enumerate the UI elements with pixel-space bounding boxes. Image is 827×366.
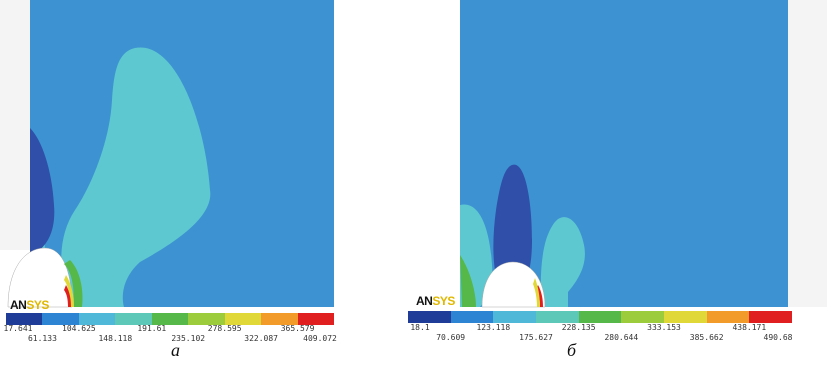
- color-legend-b: [408, 311, 793, 323]
- legend-swatch: [42, 313, 79, 325]
- legend-tick-label: 228.135: [561, 323, 596, 332]
- legend-swatch: [6, 313, 43, 325]
- contour-plot-a: ANSYS 17.641 104.625 191.61 278.595 365.579 6…: [0, 0, 340, 366]
- legend-swatch: [188, 313, 225, 325]
- legend-swatch: [151, 313, 189, 325]
- legend-tick-label: 191.61: [137, 324, 167, 333]
- legend-swatch: [261, 313, 298, 325]
- legend-tick-label: 278.595: [207, 324, 242, 333]
- legend-swatch: [536, 311, 579, 323]
- legend-tick-label: 438.171: [732, 323, 767, 332]
- legend-tick-label: 148.118: [98, 334, 133, 343]
- legend-tick-label: 409.072: [303, 334, 337, 343]
- stress-contour-a: [0, 0, 334, 308]
- legend-swatch: [621, 311, 665, 323]
- legend-tick-label: 280.644: [604, 333, 639, 342]
- legend-tick-label: 490.68: [763, 333, 793, 342]
- legend-tick-label: 333.153: [647, 323, 681, 332]
- cyan-lobe-right-b: [540, 217, 585, 307]
- legend-tick-label: 18.1: [410, 323, 430, 332]
- legend-tick-label: 70.609: [436, 333, 466, 342]
- legend-swatch: [115, 313, 152, 325]
- legend-tick-label: 175.627: [519, 333, 553, 342]
- legend-tick-label: 17.641: [3, 324, 33, 333]
- legend-swatch: [78, 313, 116, 325]
- concentration-green-a: [64, 260, 83, 307]
- legend-swatch: [408, 311, 451, 323]
- legend-swatch: [664, 311, 707, 323]
- concentration-yellow-b: [533, 278, 540, 307]
- legend-tick-label: 322.087: [244, 334, 278, 343]
- ansys-logo-b: ANSYS: [416, 294, 455, 308]
- legend-swatch: [297, 313, 334, 325]
- legend-tick-label: 365.579: [280, 324, 315, 333]
- hole-b: [481, 261, 546, 308]
- cyan-plume-a: [61, 47, 211, 307]
- legend-swatch: [706, 311, 750, 323]
- legend-swatch: [749, 311, 793, 323]
- hole-a: [7, 247, 73, 308]
- legend-tick-label: 61.133: [27, 334, 57, 343]
- legend-swatch: [450, 311, 494, 323]
- concentration-green-b: [460, 255, 476, 307]
- ansys-logo-a: ANSYS: [10, 298, 49, 312]
- legend-tick-label: 123.118: [476, 323, 511, 332]
- legend-tick-label: 104.625: [62, 324, 96, 333]
- dark-lobe-a: [30, 128, 55, 256]
- edge-strip-a: [0, 0, 30, 250]
- legend-swatch: [493, 311, 537, 323]
- legend-tick-label: 385.662: [689, 333, 724, 342]
- dark-lobe-b: [493, 164, 532, 290]
- caption-a: а: [171, 340, 180, 360]
- concentration-yellow-a: [64, 275, 74, 307]
- legend-swatch: [578, 311, 622, 323]
- caption-b: б: [567, 340, 577, 360]
- edge-strip-b: [788, 0, 827, 307]
- stress-contour-b: [460, 0, 827, 308]
- contour-plot-b: ANSYS 18.1 123.118 228.135 333.153 438.171 70…: [400, 0, 827, 366]
- legend-tick-label: 235.102: [171, 334, 206, 343]
- concentration-red-a: [64, 285, 71, 307]
- color-legend-a: [6, 313, 334, 325]
- legend-swatch: [224, 313, 262, 325]
